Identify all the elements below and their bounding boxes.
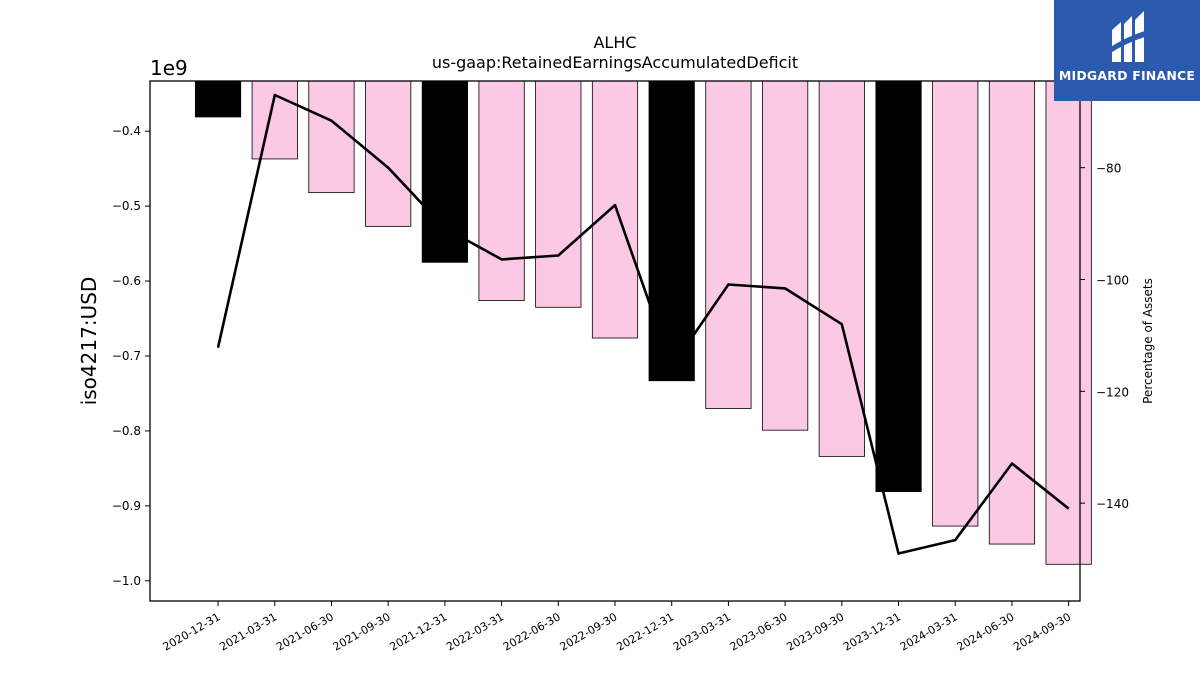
bar [705, 80, 752, 409]
y-ticks-group: −1.0 −0.9 −0.8 −0.7 −0.6 −0.5 −0.4 [112, 124, 150, 588]
x-tick-label: 2021-03-31 [217, 610, 279, 653]
y-tick-label: −0.9 [112, 499, 141, 513]
bar [478, 80, 525, 301]
y-tick-label: −0.8 [112, 424, 141, 438]
y-axis-label: iso4217:USD [77, 277, 101, 406]
bar [251, 80, 298, 160]
x-tick-label: 2022-06-30 [501, 610, 563, 653]
y2-axis-label: Percentage of Assets [1141, 278, 1155, 404]
y2-tick-label: −80 [1096, 162, 1121, 176]
y2-tick-label: −100 [1096, 273, 1129, 287]
percent-assets-line [216, 93, 1070, 555]
x-tick-label: 2021-09-30 [331, 610, 393, 653]
x-tick-label: 2023-09-30 [784, 610, 846, 653]
x-tick-label: 2024-03-31 [898, 610, 960, 653]
chart-title: ALHC [593, 33, 636, 52]
y-offset-label: 1e9 [150, 56, 188, 80]
y-tick-label: −0.4 [112, 124, 141, 138]
x-tick-label: 2022-03-31 [444, 610, 506, 653]
bar [1045, 80, 1092, 565]
y-tick-label: −1.0 [112, 574, 141, 588]
bar [421, 80, 468, 263]
bar [875, 80, 922, 493]
bar [818, 80, 865, 457]
brand-logo: MIDGARD FINANCE [1054, 0, 1200, 101]
bar [988, 80, 1036, 545]
bar [591, 80, 639, 339]
midgard-logo-icon [1109, 11, 1148, 62]
x-tick-label: 2022-12-31 [614, 610, 676, 653]
y-tick-label: −0.5 [112, 199, 141, 213]
bar [194, 80, 242, 118]
x-tick-label: 2023-06-30 [728, 610, 790, 653]
bar [932, 80, 979, 527]
x-tick-label: 2024-06-30 [955, 610, 1017, 653]
x-tick-label: 2021-12-31 [388, 610, 450, 653]
y2-tick-label: −140 [1096, 497, 1129, 511]
x-tick-label: 2020-12-31 [161, 610, 223, 653]
y-tick-label: −0.6 [112, 274, 141, 288]
x-ticks-group: 2020-12-312021-03-312021-06-302021-09-30… [161, 601, 1073, 654]
x-tick-label: 2022-09-30 [558, 610, 620, 653]
bar [648, 80, 695, 382]
x-tick-label: 2024-09-30 [1011, 610, 1073, 653]
y2-ticks-group: −140 −120 −100 −80 [1080, 162, 1129, 511]
chart-subtitle: us-gaap:RetainedEarningsAccumulatedDefic… [432, 53, 798, 72]
bars-group [194, 80, 1092, 565]
line-group [216, 93, 1070, 555]
bar [535, 80, 582, 308]
y2-tick-label: −120 [1096, 385, 1129, 399]
y-tick-label: −0.7 [112, 349, 141, 363]
bar [762, 80, 809, 431]
x-tick-label: 2021-06-30 [274, 610, 336, 653]
brand-name: MIDGARD FINANCE [1058, 68, 1196, 83]
bar [308, 80, 355, 194]
x-tick-label: 2023-03-31 [671, 610, 733, 653]
x-tick-label: 2023-12-31 [841, 610, 903, 653]
